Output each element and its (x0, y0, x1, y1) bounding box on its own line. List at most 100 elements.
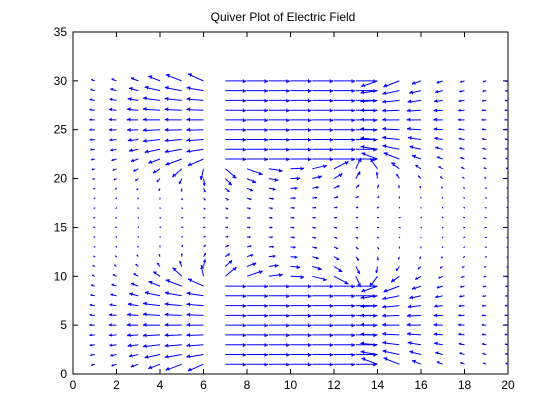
quiver-arrow (136, 187, 139, 191)
quiver-arrow (268, 273, 283, 278)
quiver-arrow (153, 271, 161, 277)
quiver-arrow (377, 195, 380, 199)
quiver-arrow (481, 304, 487, 307)
quiver-arrow (110, 293, 117, 297)
quiver-arrow (290, 147, 312, 152)
quiver-arrow (409, 90, 422, 95)
quiver-arrow (290, 176, 301, 181)
quiver-arrow (137, 245, 139, 248)
quiver-arrow (438, 166, 444, 170)
quiver-arrow (187, 73, 204, 82)
quiver-arrow (186, 312, 204, 317)
quiver-arrow (186, 354, 204, 359)
quiver-arrow (225, 89, 247, 93)
quiver-arrow (312, 323, 334, 328)
quiver-arrow (290, 246, 296, 249)
quiver-arrow (203, 188, 206, 193)
quiver-arrow (130, 363, 139, 368)
quiver-arrow (481, 108, 487, 112)
quiver-arrow (484, 216, 487, 219)
quiver-arrow (377, 226, 380, 229)
quiver-arrow (128, 353, 139, 358)
quiver-arrow (398, 196, 401, 199)
quiver-arrow (484, 206, 487, 209)
quiver-arrow (409, 145, 422, 150)
quiver-arrow (334, 157, 356, 162)
quiver-arrow (398, 246, 401, 249)
quiver-arrow (152, 168, 161, 174)
quiver-arrow (268, 343, 291, 348)
quiver-arrow (312, 147, 334, 152)
quiver-arrow (290, 236, 295, 239)
quiver-arrow (186, 97, 204, 101)
quiver-arrow (333, 226, 338, 229)
quiver-arrow (482, 147, 487, 150)
quiver-arrow (463, 206, 465, 209)
quiver-arrow (459, 89, 465, 93)
quiver-arrow (126, 333, 139, 338)
quiver-arrow (433, 313, 443, 318)
quiver-arrow (89, 128, 95, 131)
quiver-arrow (435, 351, 443, 355)
quiver-arrow (376, 256, 379, 261)
quiver-arrow (360, 322, 378, 327)
quiver-arrow (334, 313, 356, 318)
quiver-arrow (440, 256, 444, 259)
quiver-arrow (144, 290, 161, 297)
quiver-arrow (482, 352, 487, 355)
quiver-arrow (290, 323, 312, 328)
quiver-arrow (433, 108, 443, 113)
quiver-arrow (164, 96, 182, 101)
quiver-arrow (247, 138, 269, 142)
quiver-arrow (142, 301, 161, 307)
quiver-arrow (115, 197, 117, 200)
quiver-arrow (181, 226, 184, 228)
quiver-arrow (90, 158, 95, 161)
quiver-arrow (382, 304, 400, 309)
quiver-arrow (225, 343, 247, 348)
quiver-arrow (312, 175, 323, 180)
quiver-arrow (435, 295, 443, 299)
quiver-arrow (268, 138, 291, 142)
quiver-arrow (246, 236, 251, 239)
quiver-arrow (290, 79, 312, 84)
quiver-arrow (148, 280, 161, 287)
quiver-arrows (89, 73, 509, 372)
quiver-arrow (165, 73, 182, 82)
quiver-arrow (312, 206, 317, 209)
quiver-arrow (505, 352, 509, 355)
quiver-arrow (355, 157, 378, 162)
quiver-arrow (312, 196, 318, 200)
quiver-arrow (506, 197, 509, 199)
quiver-arrow (407, 341, 422, 346)
quiver-arrow (438, 275, 444, 279)
quiver-arrow (441, 216, 444, 219)
quiver-arrow (382, 340, 400, 346)
quiver-arrow (504, 109, 509, 111)
quiver-arrow (355, 226, 359, 229)
quiver-arrow (334, 118, 356, 123)
quiver-arrow (142, 138, 161, 143)
quiver-arrow (290, 353, 312, 357)
quiver-arrow (355, 236, 359, 239)
quiver-arrow (312, 108, 334, 113)
quiver-arrow (484, 226, 487, 229)
quiver-arrow (186, 322, 204, 327)
quiver-arrow (225, 138, 247, 142)
quiver-arrow (164, 127, 182, 132)
quiver-arrow (246, 270, 263, 277)
quiver-arrow (130, 77, 139, 82)
quiver-arrow (290, 128, 312, 133)
quiver-arrow (224, 266, 237, 277)
quiver-arrow (225, 98, 247, 103)
quiver-arrow (459, 294, 465, 298)
quiver-arrow (108, 313, 117, 317)
quiver-arrow (129, 292, 139, 297)
quiver-arrow (225, 226, 229, 229)
quiver-arrow (158, 188, 161, 191)
quiver-arrow (459, 147, 465, 150)
quiver-arrow (127, 97, 139, 101)
quiver-arrow (420, 206, 422, 209)
quiver-arrow (135, 178, 139, 182)
